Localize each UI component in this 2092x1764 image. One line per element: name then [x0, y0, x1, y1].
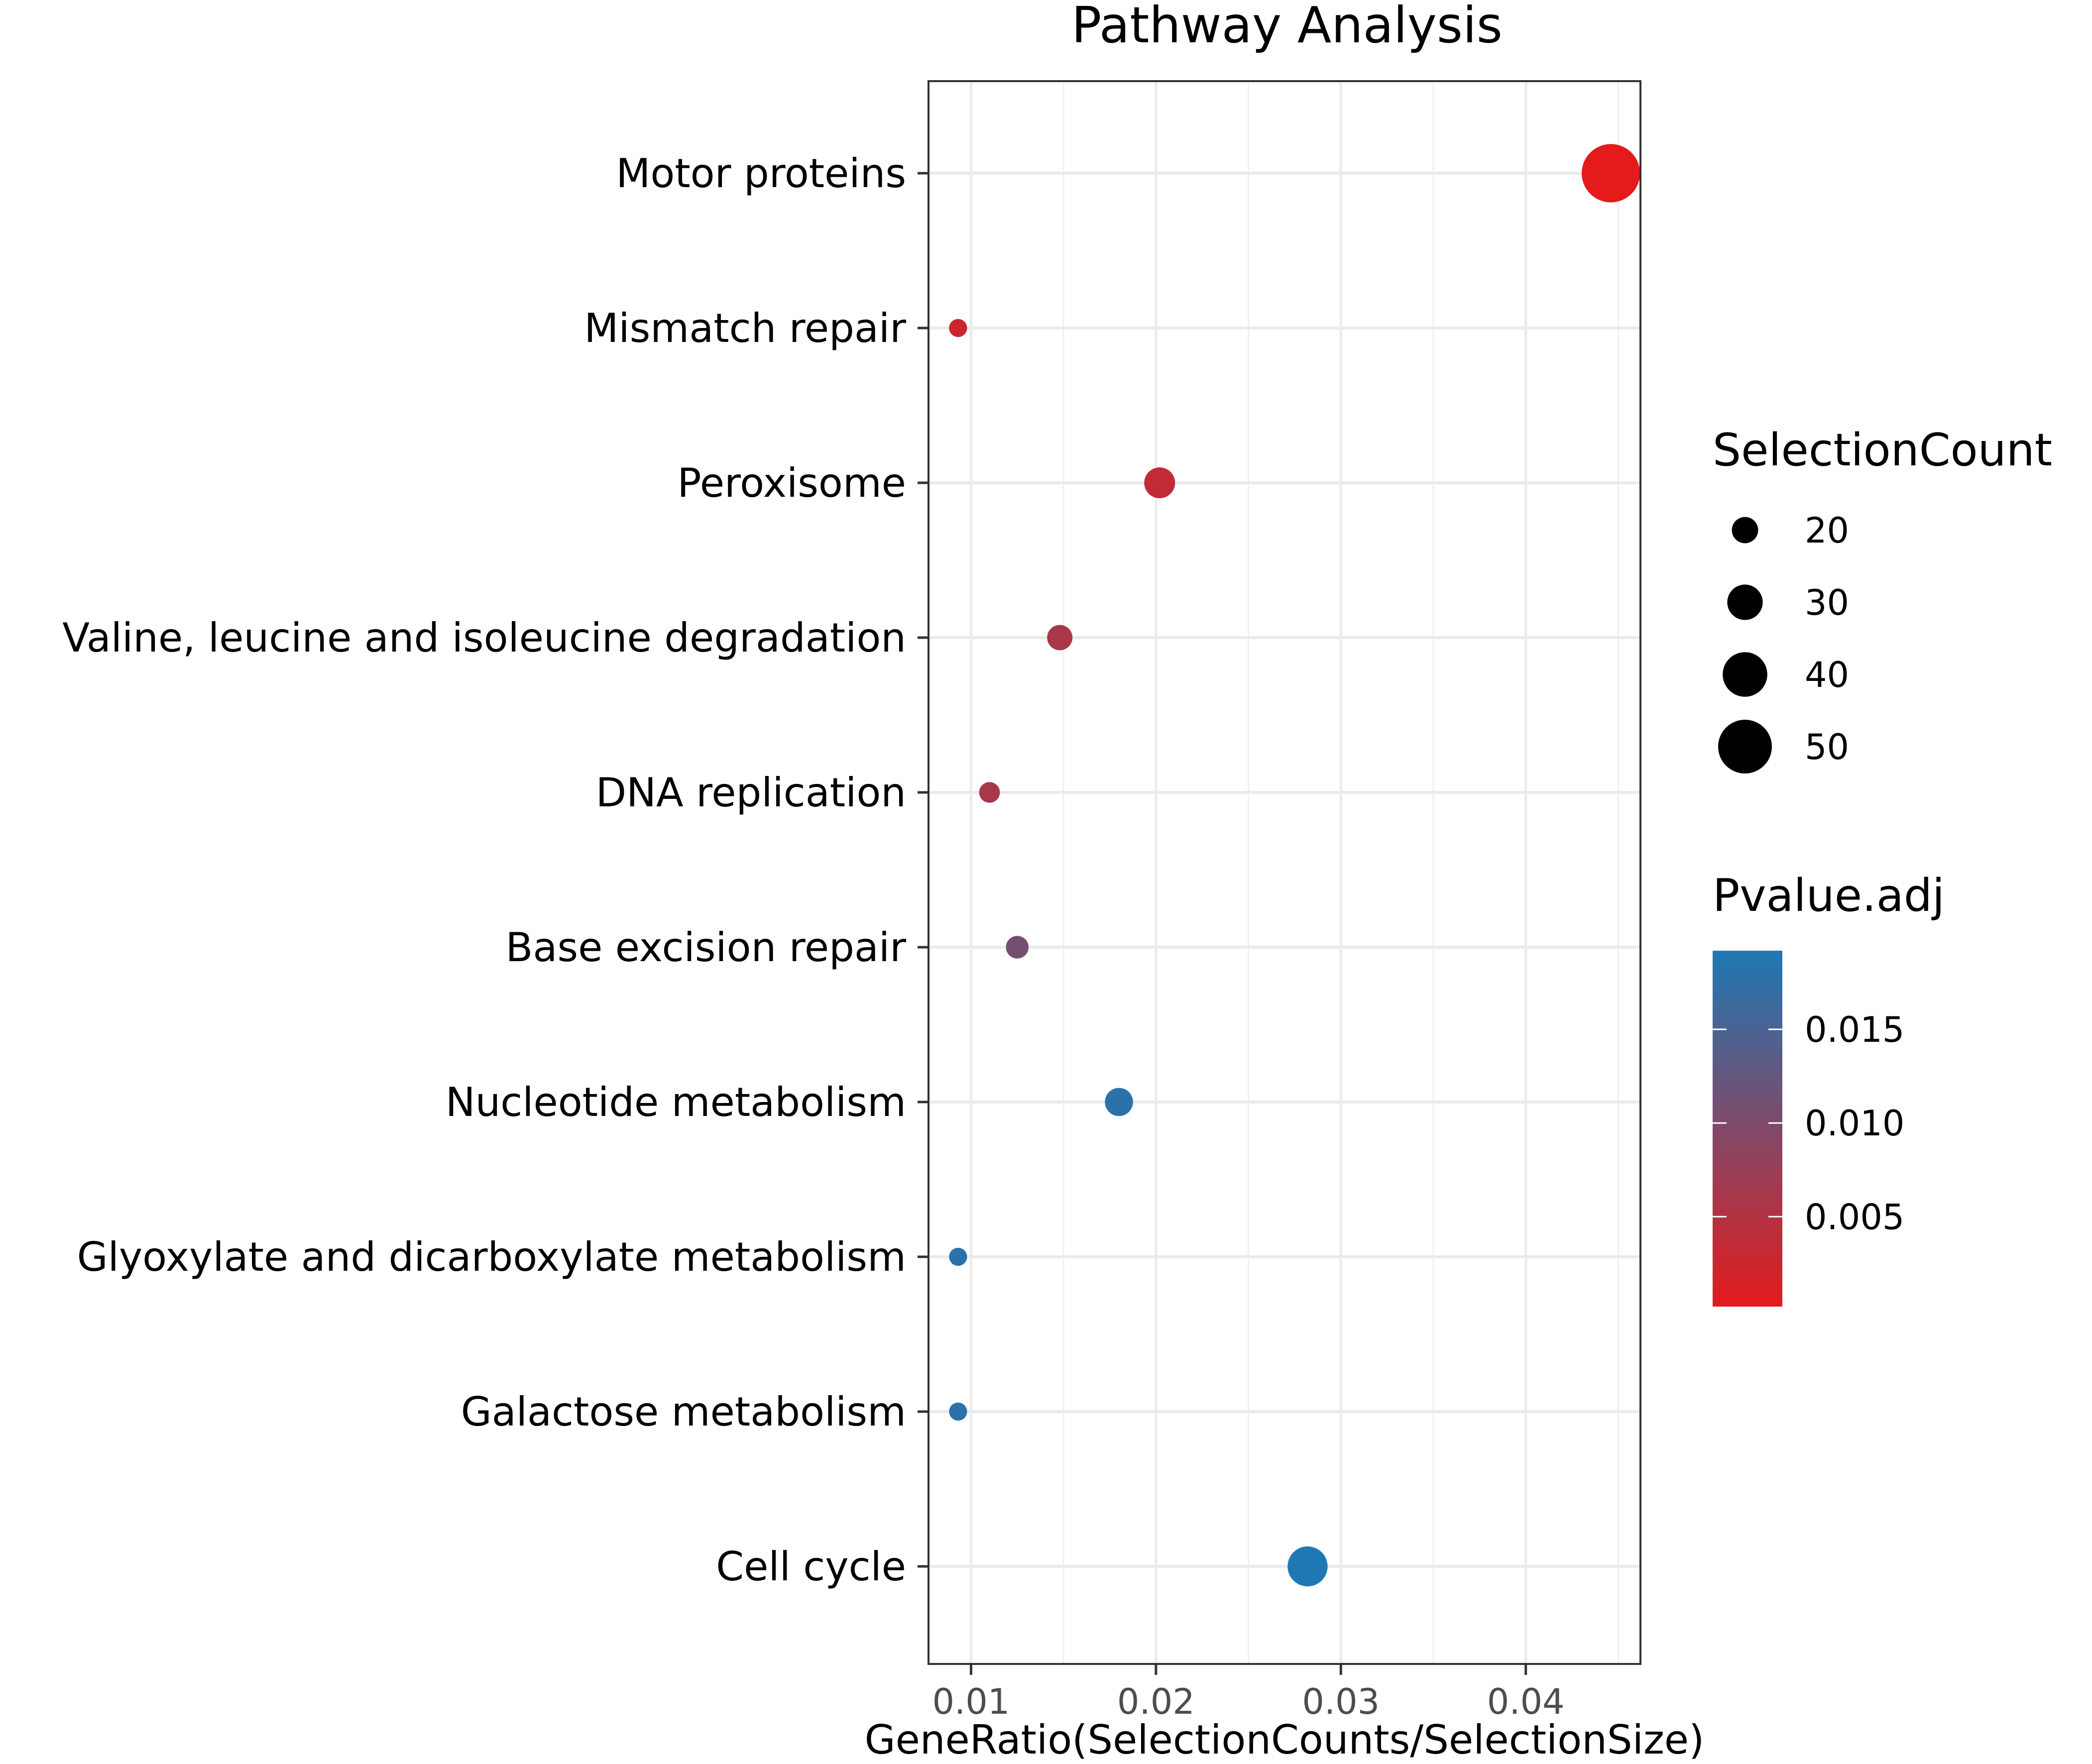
y-axis: Motor proteins Mismatch repair Peroxisome V…	[62, 150, 929, 1590]
x-tick-label: 0.01	[932, 1681, 1010, 1722]
x-tick-label: 0.04	[1487, 1681, 1565, 1722]
y-tick-label: Nucleotide metabolism	[446, 1079, 906, 1125]
data-point	[1006, 936, 1029, 959]
colorbar-label: 0.005	[1805, 1197, 1904, 1237]
size-legend-label: 40	[1805, 655, 1849, 695]
size-legend-label: 30	[1805, 582, 1849, 623]
y-tick-label: DNA replication	[596, 770, 906, 816]
data-point	[1287, 1546, 1328, 1587]
x-tick-label: 0.03	[1302, 1681, 1380, 1722]
data-point	[1105, 1088, 1133, 1116]
y-tick-label: Cell cycle	[716, 1544, 906, 1590]
data-point	[979, 782, 1000, 803]
size-legend-key	[1727, 584, 1763, 620]
data-points	[949, 144, 1640, 1587]
y-tick-label: Mismatch repair	[584, 305, 906, 351]
x-tick-label: 0.02	[1117, 1681, 1195, 1722]
size-legend-key	[1732, 517, 1758, 544]
colorbar-label: 0.010	[1805, 1103, 1904, 1144]
data-point	[949, 1402, 967, 1421]
x-axis-title: GeneRatio(SelectionCounts/SelectionSize)	[865, 1717, 1705, 1763]
data-point	[1581, 144, 1640, 203]
x-axis: 0.01 0.02 0.03 0.04	[932, 1664, 1565, 1722]
size-legend-label: 20	[1805, 510, 1849, 551]
color-legend-title: Pvalue.adj	[1713, 870, 1945, 922]
colorbar-label: 0.015	[1805, 1009, 1904, 1050]
y-tick-label: Peroxisome	[677, 460, 906, 506]
y-tick-label: Valine, leucine and isoleucine degradati…	[62, 615, 906, 661]
y-tick-label: Galactose metabolism	[461, 1389, 906, 1435]
data-point	[949, 1247, 967, 1266]
data-point	[949, 319, 967, 337]
size-legend-key	[1723, 652, 1767, 697]
data-point	[1047, 625, 1073, 651]
size-legend-label: 50	[1805, 727, 1849, 768]
chart-title: Pathway Analysis	[1071, 0, 1503, 54]
size-legend: SelectionCount 20 30 40 50	[1713, 424, 2052, 773]
size-legend-key	[1718, 720, 1772, 773]
plot-panel-border	[928, 80, 1641, 1665]
grid-lines	[929, 81, 1640, 1664]
data-point	[1144, 467, 1175, 498]
y-tick-label: Glyoxylate and dicarboxylate metabolism	[77, 1234, 906, 1280]
size-legend-title: SelectionCount	[1713, 424, 2052, 476]
colorbar	[1713, 951, 1782, 1307]
y-tick-label: Motor proteins	[616, 150, 906, 197]
color-legend: Pvalue.adj 0.005 0.010 0.015	[1713, 870, 1945, 1307]
y-tick-label: Base excision repair	[506, 924, 907, 971]
